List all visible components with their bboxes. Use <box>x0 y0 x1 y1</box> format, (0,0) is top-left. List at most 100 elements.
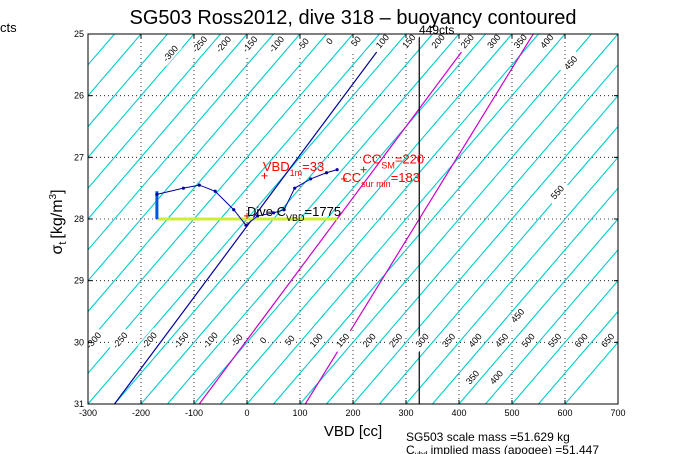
contour-label-bg <box>508 28 532 54</box>
x-tick-label: -200 <box>132 408 150 418</box>
footer-implied-mass: Cvbdimplied mass (apogee) =51.447 <box>406 443 599 454</box>
x-tick-label: 700 <box>610 408 625 418</box>
y-label-sigma: σ <box>49 245 66 255</box>
contour-line <box>0 34 35 404</box>
x-tick-label: 200 <box>345 408 360 418</box>
contour-line <box>0 34 9 404</box>
contour-label-bg <box>484 365 509 390</box>
annotation-main: VBD <box>263 159 290 174</box>
profile-point <box>181 186 185 190</box>
annotation-label: CCsur min=183 <box>342 170 420 189</box>
contour-line <box>352 94 618 404</box>
annotation-value: =1775 <box>305 204 342 219</box>
annotation-sub: SM <box>381 161 395 171</box>
contour-label-bg <box>461 365 485 390</box>
contour-label-bg <box>137 328 161 353</box>
footer-vbd-prefix: C <box>406 443 415 454</box>
chart-title: SG503 Ross2012, dive 318 – buoyancy cont… <box>130 7 577 29</box>
contour-label-bg <box>225 328 249 353</box>
contour-label-bg <box>463 328 487 353</box>
contour-line <box>88 34 274 251</box>
profile-point <box>232 208 236 212</box>
annotation-value: =33 <box>302 159 324 174</box>
contour-label-bg <box>291 32 315 57</box>
profile-point <box>293 186 297 190</box>
contour-label-bg <box>535 28 559 54</box>
contour-line <box>193 34 513 404</box>
dive-profile <box>155 168 339 227</box>
contour-label-bg <box>384 328 408 353</box>
profile-point <box>155 192 159 196</box>
contour-label-bg <box>108 328 132 353</box>
profile-point <box>244 223 248 227</box>
contour-label-bg <box>344 28 368 54</box>
contour-line <box>538 310 618 404</box>
contour-line <box>458 218 618 404</box>
profile-point <box>324 171 329 175</box>
contour-label-bg <box>482 28 506 54</box>
contour-label-bg <box>357 328 381 353</box>
contour-label-bg <box>264 32 289 57</box>
footer-vbd-sub: vbd <box>415 450 428 454</box>
contour-label-bg <box>169 328 193 353</box>
footer-implied-text: implied mass (apogee) =51.447 <box>431 443 600 454</box>
y-tick-label: 29 <box>74 276 84 286</box>
contour-label-bg <box>317 28 342 54</box>
contour-label-bg <box>251 328 275 353</box>
contour-label-bg <box>437 328 461 353</box>
contour-line <box>326 63 618 404</box>
x-tick-label: -100 <box>185 408 203 418</box>
x-tick-label: 400 <box>451 408 466 418</box>
profile-point <box>256 214 260 218</box>
profile-point <box>197 183 201 187</box>
contour-line <box>511 279 618 404</box>
contour-label-bg <box>304 328 328 353</box>
annotation-sub: sur min <box>361 179 391 189</box>
contour-line <box>246 34 566 404</box>
x-ticks: -300 -200 -100 0 100 200 300 400 500 600 700 <box>79 34 626 418</box>
contour-label-bg <box>569 328 593 353</box>
annotation-main: Dive C <box>247 204 286 219</box>
annotation-value: =220 <box>395 152 424 167</box>
contour-label-bg <box>516 328 540 353</box>
contour-label-bg <box>198 328 222 353</box>
x-axis-label: VBD [cc] <box>324 423 382 440</box>
contour-line <box>273 34 592 404</box>
contour-label-bg <box>370 28 395 54</box>
contour-label: 50 <box>283 333 297 347</box>
annotation-main: CC <box>363 152 382 167</box>
annotation-sub: 1m <box>290 168 303 178</box>
contour-line <box>564 341 618 404</box>
contour-label-bg <box>238 32 262 57</box>
contour-label-bg <box>331 328 355 353</box>
contour-label-bg <box>490 328 514 353</box>
annotations: VBD1m=33 CCSM=220 CCsur min=183 Dive C VBD =1… <box>244 152 424 223</box>
x-tick-label: -300 <box>79 408 97 418</box>
profile-point <box>309 177 313 181</box>
annotation-value: =183 <box>391 170 420 185</box>
x-tick-label: 300 <box>398 408 413 418</box>
contour-label-bg <box>211 32 236 57</box>
contour-line <box>88 34 168 128</box>
contour-line <box>220 34 539 404</box>
profile-point <box>271 211 276 215</box>
contour-labels: -300 -250 -200 -150 -100 -50 0 50 100 150 200 250 30… <box>82 28 620 390</box>
y-axis-label: σt [kg/m3] <box>48 189 69 254</box>
contour-label-bg <box>158 41 183 66</box>
contour-label-bg <box>410 328 434 353</box>
footer-scale-mass: SG503 scale mass =51.629 kg <box>406 430 570 444</box>
contour-line <box>379 125 618 404</box>
contour-label-bg <box>596 328 620 353</box>
contour-label-bg <box>455 28 479 54</box>
y-ticks: 25 26 27 28 29 30 31 <box>74 29 618 409</box>
contour-label-bg <box>506 303 530 329</box>
profile-point <box>335 168 339 172</box>
y-tick-label: 25 <box>74 29 84 39</box>
y-tick-label: 30 <box>74 337 84 347</box>
y-tick-label: 27 <box>74 152 84 162</box>
contour-label-bg <box>559 50 583 76</box>
profile-point <box>282 208 286 212</box>
x-tick-label: 600 <box>557 408 572 418</box>
annotation-label: VBD1m=33 <box>263 159 324 178</box>
